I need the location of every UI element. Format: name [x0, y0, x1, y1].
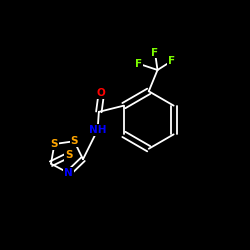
- Text: O: O: [97, 88, 106, 98]
- Text: N: N: [64, 168, 73, 178]
- Text: NH: NH: [89, 125, 106, 135]
- Text: F: F: [135, 59, 142, 69]
- Text: S: S: [70, 136, 78, 146]
- Text: S: S: [51, 139, 58, 149]
- Text: F: F: [168, 56, 175, 66]
- Text: F: F: [152, 48, 158, 58]
- Text: S: S: [65, 150, 73, 160]
